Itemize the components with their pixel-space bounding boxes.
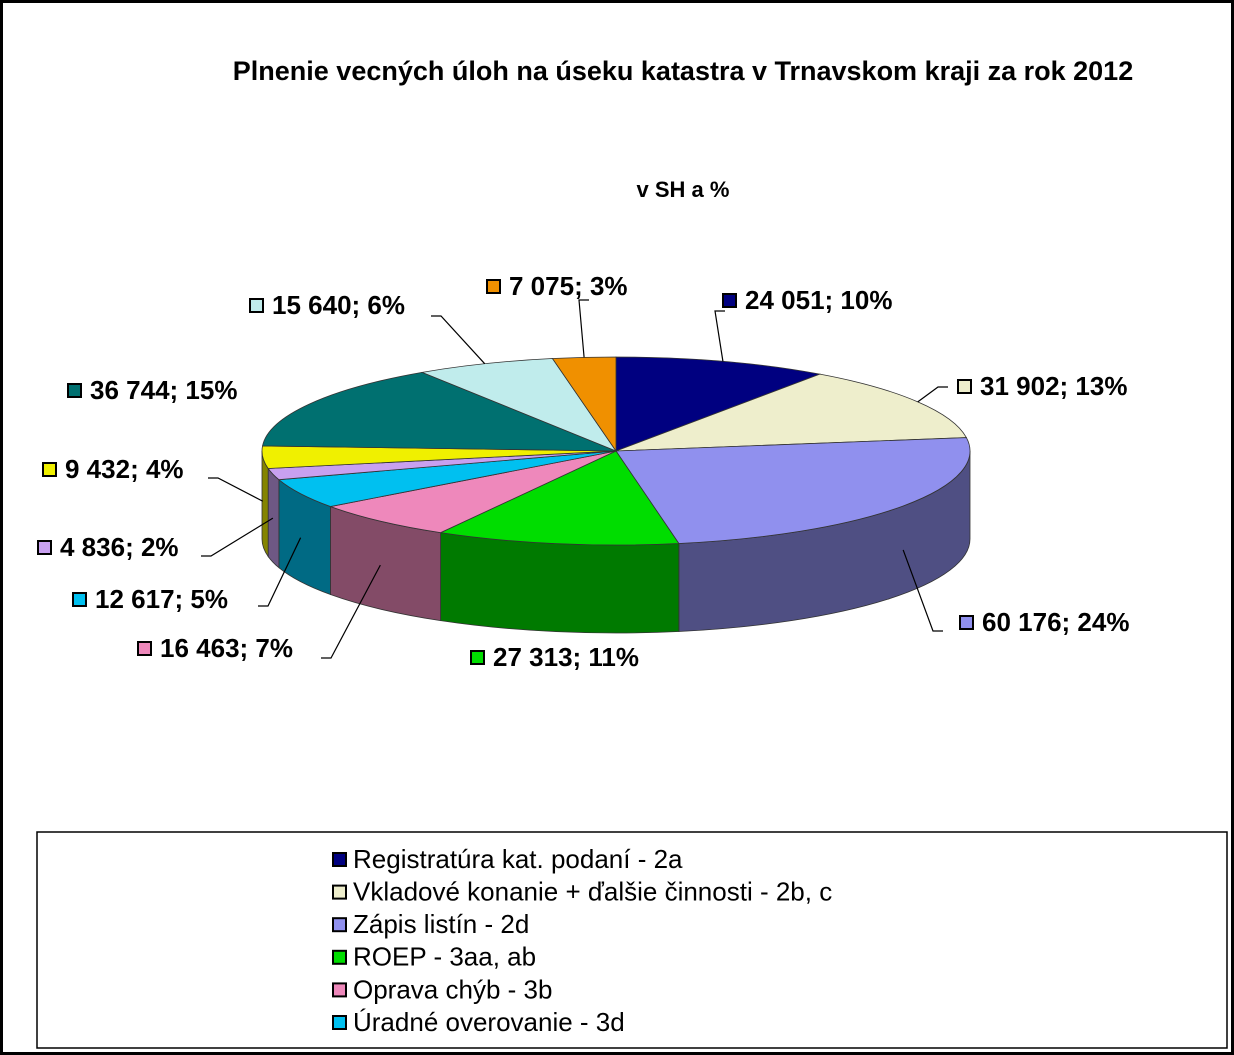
slice [615,373,968,452]
label-key [72,592,87,607]
data-label: 27 313; 11% [493,642,639,672]
data-label: 12 617; 5% [95,584,228,614]
slice [551,356,617,453]
legend-key [332,982,347,998]
leader-line [902,549,943,632]
label-key [249,298,264,313]
legend-label: Zápis listín - 2d [353,909,529,939]
label-key [722,293,737,308]
data-label: 15 640; 6% [272,290,405,320]
data-label: 7 075; 3% [509,271,628,301]
label-key [957,379,972,394]
slice [262,371,617,452]
legend-label: Úradné overovanie - 3d [353,1007,625,1037]
leader-line [258,537,302,607]
label-key [959,615,974,630]
leader-line [208,477,264,502]
legend-label: ROEP - 3aa, ab [353,942,536,972]
label-key [486,279,501,294]
slice-side [267,467,280,569]
data-label: 16 463; 7% [160,633,293,663]
chart-subtitle: v SH a % [636,177,730,202]
leader-line [201,517,274,557]
leader-line [714,310,725,362]
legend-key [332,917,347,933]
slice [439,450,680,546]
data-label: 60 176; 24% [982,607,1129,637]
slice [615,356,822,452]
leader-line [431,315,486,365]
chart-title: Plnenie vecných úloh na úseku katastra v… [232,56,1134,86]
data-label: 4 836; 2% [60,532,179,562]
data-label: 9 432; 4% [65,454,184,484]
slice-side [440,532,680,634]
legend-key [332,852,347,867]
legend-label: Vkladové konanie + ďalšie činnosti - 2b,… [353,876,832,906]
data-label: 24 051; 10% [745,285,892,315]
leader-line [578,299,589,358]
data-label: 36 744; 15% [90,375,237,405]
label-key [67,383,82,398]
leader-line [917,386,948,403]
leader-line [321,564,381,659]
legend-label: Registratúra kat. podaní - 2a [353,844,683,874]
slice [328,450,617,534]
legend-box [36,831,1228,1049]
slice [615,437,971,544]
legend-label: Oprava chýb - 3b [353,974,552,1004]
legend-key [332,1015,347,1030]
label-key [42,462,57,477]
legend-key [332,884,347,900]
label-key [137,641,152,656]
data-label: 31 902; 13% [980,371,1127,401]
label-key [470,650,485,665]
legend-key [332,949,347,965]
label-key [37,540,52,555]
chart: 24 051; 10% 31 902; 13% 60 176; 24% 27 313;… [36,271,1228,1049]
